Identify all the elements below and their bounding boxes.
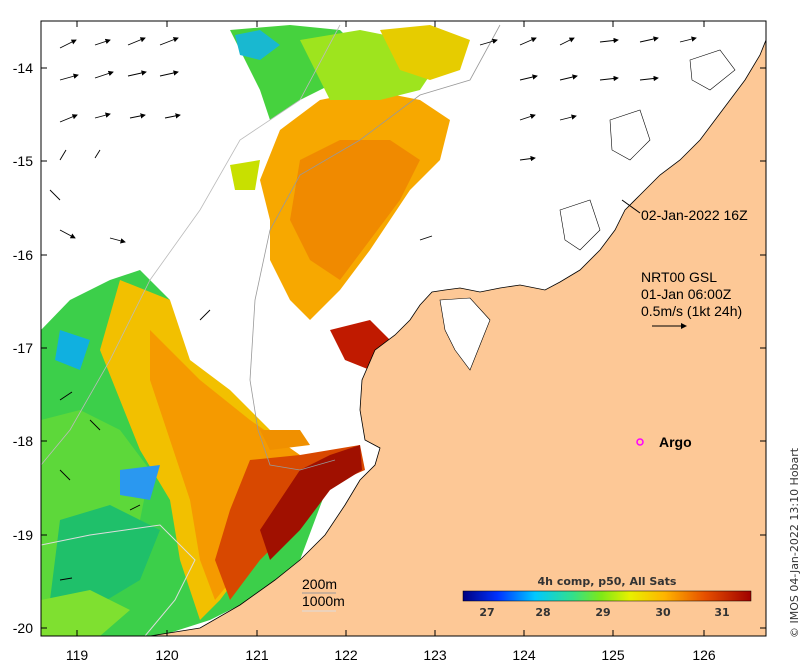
current-vectors — [49, 36, 697, 581]
lat-tick-label: -16 — [13, 247, 33, 263]
lon-tick-label: 124 — [512, 647, 536, 663]
current-scale-label: 0.5m/s (1kt 24h) — [641, 303, 742, 319]
lat-tick-label: -17 — [13, 340, 33, 356]
credit-text: © IMOS 04-Jan-2022 13:10 Hobart — [788, 447, 801, 638]
axis-ticks — [41, 21, 766, 636]
islands — [439, 49, 736, 371]
lon-tick-label: 120 — [155, 647, 179, 663]
lat-tick-label: -18 — [13, 433, 33, 449]
colorbar-tick-label: 30 — [655, 606, 671, 619]
colorbar: 4h comp, p50, All Sats 27 28 29 30 31 — [462, 575, 752, 619]
colorbar-tick-label: 28 — [535, 606, 550, 619]
colorbar-tick-label: 29 — [595, 606, 610, 619]
lat-tick-label: -14 — [13, 60, 33, 76]
lat-axis: -14 -15 -16 -17 -18 -19 -20 — [13, 60, 33, 636]
isobath-contour-1000 — [41, 24, 341, 466]
isobath-1000-label: 1000m — [302, 593, 345, 609]
colorbar-title: 4h comp, p50, All Sats — [538, 575, 677, 588]
lon-axis: 119 120 121 122 123 124 125 126 — [66, 647, 716, 663]
argo-marker — [636, 438, 644, 446]
lon-tick-label: 123 — [423, 647, 447, 663]
colorbar-tick-label: 27 — [479, 606, 494, 619]
lat-tick-label: -15 — [13, 153, 33, 169]
colorbar-gradient — [462, 590, 752, 602]
lon-tick-label: 122 — [334, 647, 358, 663]
lon-tick-label: 126 — [692, 647, 716, 663]
current-source-label: NRT00 GSL — [641, 269, 717, 285]
lat-tick-label: -20 — [13, 620, 33, 636]
satellite-time-label: 02-Jan-2022 16Z — [641, 207, 748, 223]
sst-field — [41, 25, 470, 636]
colorbar-tick-label: 31 — [714, 606, 729, 619]
lat-tick-label: -19 — [13, 527, 33, 543]
isobath-contour-1000b — [41, 524, 196, 636]
argo-label: Argo — [659, 434, 692, 450]
isobath-200-label: 200m — [302, 576, 337, 592]
isobath-contour-200 — [249, 24, 501, 471]
lon-tick-label: 125 — [601, 647, 625, 663]
lon-tick-label: 119 — [66, 647, 89, 663]
lon-tick-label: 121 — [245, 647, 269, 663]
current-time-label: 01-Jan 06:00Z — [641, 286, 732, 302]
